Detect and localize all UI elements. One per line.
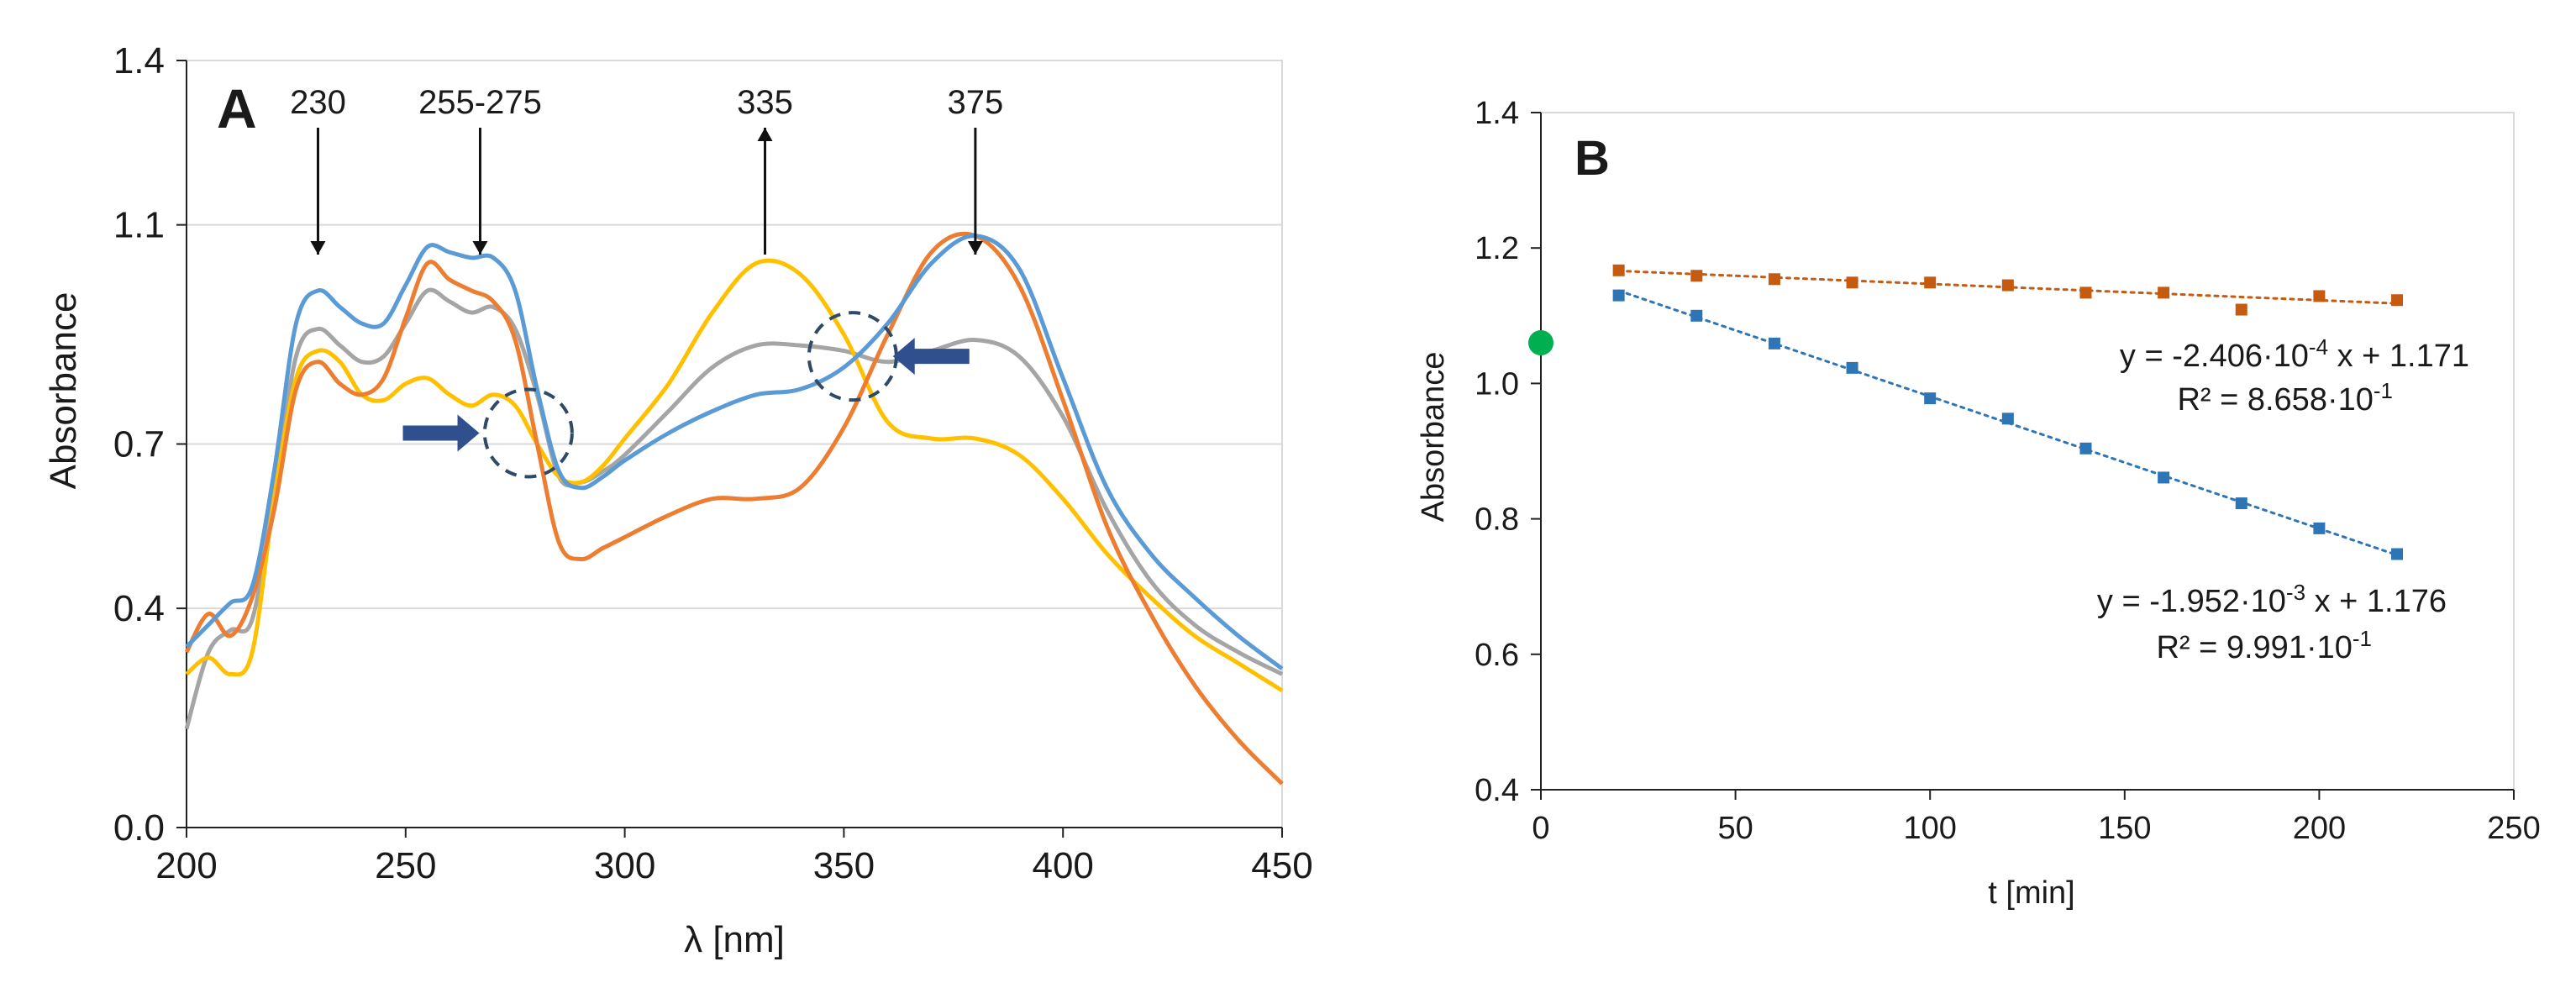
panel-b-point-orange bbox=[2001, 279, 2014, 292]
panel-b-point-blue bbox=[2313, 522, 2326, 534]
panel-a-annotation-arrowhead bbox=[757, 128, 773, 141]
panel-b-point-blue bbox=[2391, 548, 2404, 560]
panel-a-y-ticks: 0.0 0.4 0.7 1.1 1.4 bbox=[113, 40, 187, 849]
panel-a-x-tick-label: 200 bbox=[155, 845, 217, 886]
panel-a-series-line-blue bbox=[185, 234, 1284, 670]
panel-b-y-tick-label: 1.2 bbox=[1475, 231, 1519, 266]
panel-b-x-axis-title: t [min] bbox=[1988, 875, 2074, 911]
panel-b-x-tick-label: 250 bbox=[2487, 811, 2540, 846]
panel-a-x-tick-label: 400 bbox=[1032, 845, 1093, 886]
panel-a-block-arrow-left bbox=[892, 338, 970, 376]
panel-b-series bbox=[1528, 264, 2404, 560]
panel-a-annotation-label: 335 bbox=[737, 84, 793, 121]
panel-a-y-tick-label: 0.7 bbox=[113, 424, 165, 465]
panel-b-point-blue bbox=[2079, 442, 2092, 455]
panel-b-point-orange bbox=[2158, 286, 2170, 299]
panel-b-point-orange bbox=[1924, 276, 1937, 289]
panel-b-y-ticks: 0.4 0.6 0.8 1.0 1.2 1.4 bbox=[1475, 96, 1541, 808]
panel-a-annotation-label: 255-275 bbox=[418, 84, 542, 121]
panel-b-point-orange bbox=[2313, 290, 2326, 302]
panel-a-x-tick-label: 300 bbox=[594, 845, 655, 886]
panel-a-annotation-arrowhead bbox=[310, 241, 326, 255]
panel-a-series bbox=[184, 231, 1284, 786]
panel-b-x-tick-label: 150 bbox=[2098, 811, 2151, 846]
orange-trend-r2: R² = 8.658·10-1 bbox=[2177, 378, 2393, 418]
panel-b-x-tick-label: 100 bbox=[1903, 811, 1956, 846]
panel-a-x-tick-label: 450 bbox=[1251, 845, 1312, 886]
panel-b-y-tick-label: 1.4 bbox=[1475, 96, 1519, 131]
panel-a-block-arrow-right bbox=[402, 414, 480, 452]
panel-a-annotations: 230 255-275 335 375 bbox=[290, 84, 1004, 479]
panel-b-y-tick-label: 0.8 bbox=[1475, 502, 1519, 538]
panel-b-point-orange bbox=[2235, 303, 2247, 316]
panel-a-dashed-circle bbox=[482, 387, 574, 479]
panel-a-annotation-arrowhead bbox=[967, 241, 983, 255]
panel-b-point-blue bbox=[2235, 497, 2247, 510]
panel-b-point-blue bbox=[1612, 289, 1625, 302]
panel-b-point-orange bbox=[1690, 270, 1703, 282]
panel-b-point-blue bbox=[1768, 337, 1780, 349]
panel-b-point-blue bbox=[2158, 471, 2170, 484]
orange-trend-equation: y = -2.406·10-4 x + 1.171 bbox=[2120, 334, 2469, 374]
panel-a-series-line-yellow bbox=[185, 258, 1284, 693]
panel-a-y-tick-label: 1.4 bbox=[113, 40, 165, 81]
panel-b-point-orange bbox=[2391, 294, 2404, 307]
panel-b-y-tick-label: 0.6 bbox=[1475, 638, 1519, 673]
panel-b-y-tick-label: 0.4 bbox=[1475, 773, 1519, 808]
panel-a-x-axis-title: λ [nm] bbox=[684, 919, 785, 960]
panel-b: 0.4 0.6 0.8 1.0 1.2 1.4 0 50 100 150 200 250 B t [… bbox=[1416, 96, 2541, 911]
panel-a: 0.0 0.4 0.7 1.1 1.4 200 250 300 350 400 450 230 25… bbox=[43, 40, 1313, 960]
panel-a-y-tick-label: 0.4 bbox=[113, 588, 165, 629]
panel-b-point-orange bbox=[1768, 273, 1780, 286]
panel-a-x-ticks: 200 250 300 350 400 450 bbox=[155, 828, 1313, 886]
blue-trend-equation: y = -1.952·10-3 x + 1.176 bbox=[2097, 580, 2447, 619]
panel-a-series-line-orange bbox=[184, 231, 1284, 786]
panel-a-y-axis-title: Absorbance bbox=[43, 292, 84, 490]
panel-b-point-blue bbox=[1846, 361, 1858, 374]
panel-b-point-orange bbox=[2079, 286, 2092, 299]
panel-b-x-tick-label: 50 bbox=[1717, 811, 1753, 846]
panel-b-point-orange bbox=[1612, 264, 1625, 276]
panel-b-initial-point bbox=[1528, 330, 1553, 356]
panel-b-y-axis-title: Absorbance bbox=[1416, 352, 1451, 523]
panel-b-x-tick-label: 200 bbox=[2293, 811, 2346, 846]
panel-a-y-tick-label: 1.1 bbox=[113, 205, 165, 246]
panel-a-annotation-label: 375 bbox=[948, 84, 1004, 121]
panel-a-x-tick-label: 350 bbox=[813, 845, 875, 886]
panel-b-x-ticks: 0 50 100 150 200 250 bbox=[1532, 790, 2541, 846]
panel-b-x-tick-label: 0 bbox=[1532, 811, 1549, 846]
panel-a-annotation-arrowhead bbox=[472, 241, 488, 255]
panel-a-label: A bbox=[217, 77, 257, 139]
panel-b-point-blue bbox=[1690, 309, 1703, 322]
panel-a-annotation-label: 230 bbox=[290, 84, 346, 121]
panel-a-y-tick-label: 0.0 bbox=[113, 807, 165, 849]
panel-b-y-tick-label: 1.0 bbox=[1475, 366, 1519, 402]
blue-trend-r2: R² = 9.991·10-1 bbox=[2156, 626, 2372, 665]
panel-a-gridlines bbox=[187, 60, 1282, 610]
panel-a-x-tick-label: 250 bbox=[375, 845, 436, 886]
panel-b-plot-area bbox=[1540, 112, 2515, 791]
panel-b-label: B bbox=[1575, 131, 1610, 186]
panel-b-point-blue bbox=[2001, 413, 2014, 425]
panel-b-point-blue bbox=[1924, 392, 1937, 405]
panel-b-axes bbox=[1540, 113, 2514, 791]
panel-b-point-orange bbox=[1846, 276, 1858, 289]
